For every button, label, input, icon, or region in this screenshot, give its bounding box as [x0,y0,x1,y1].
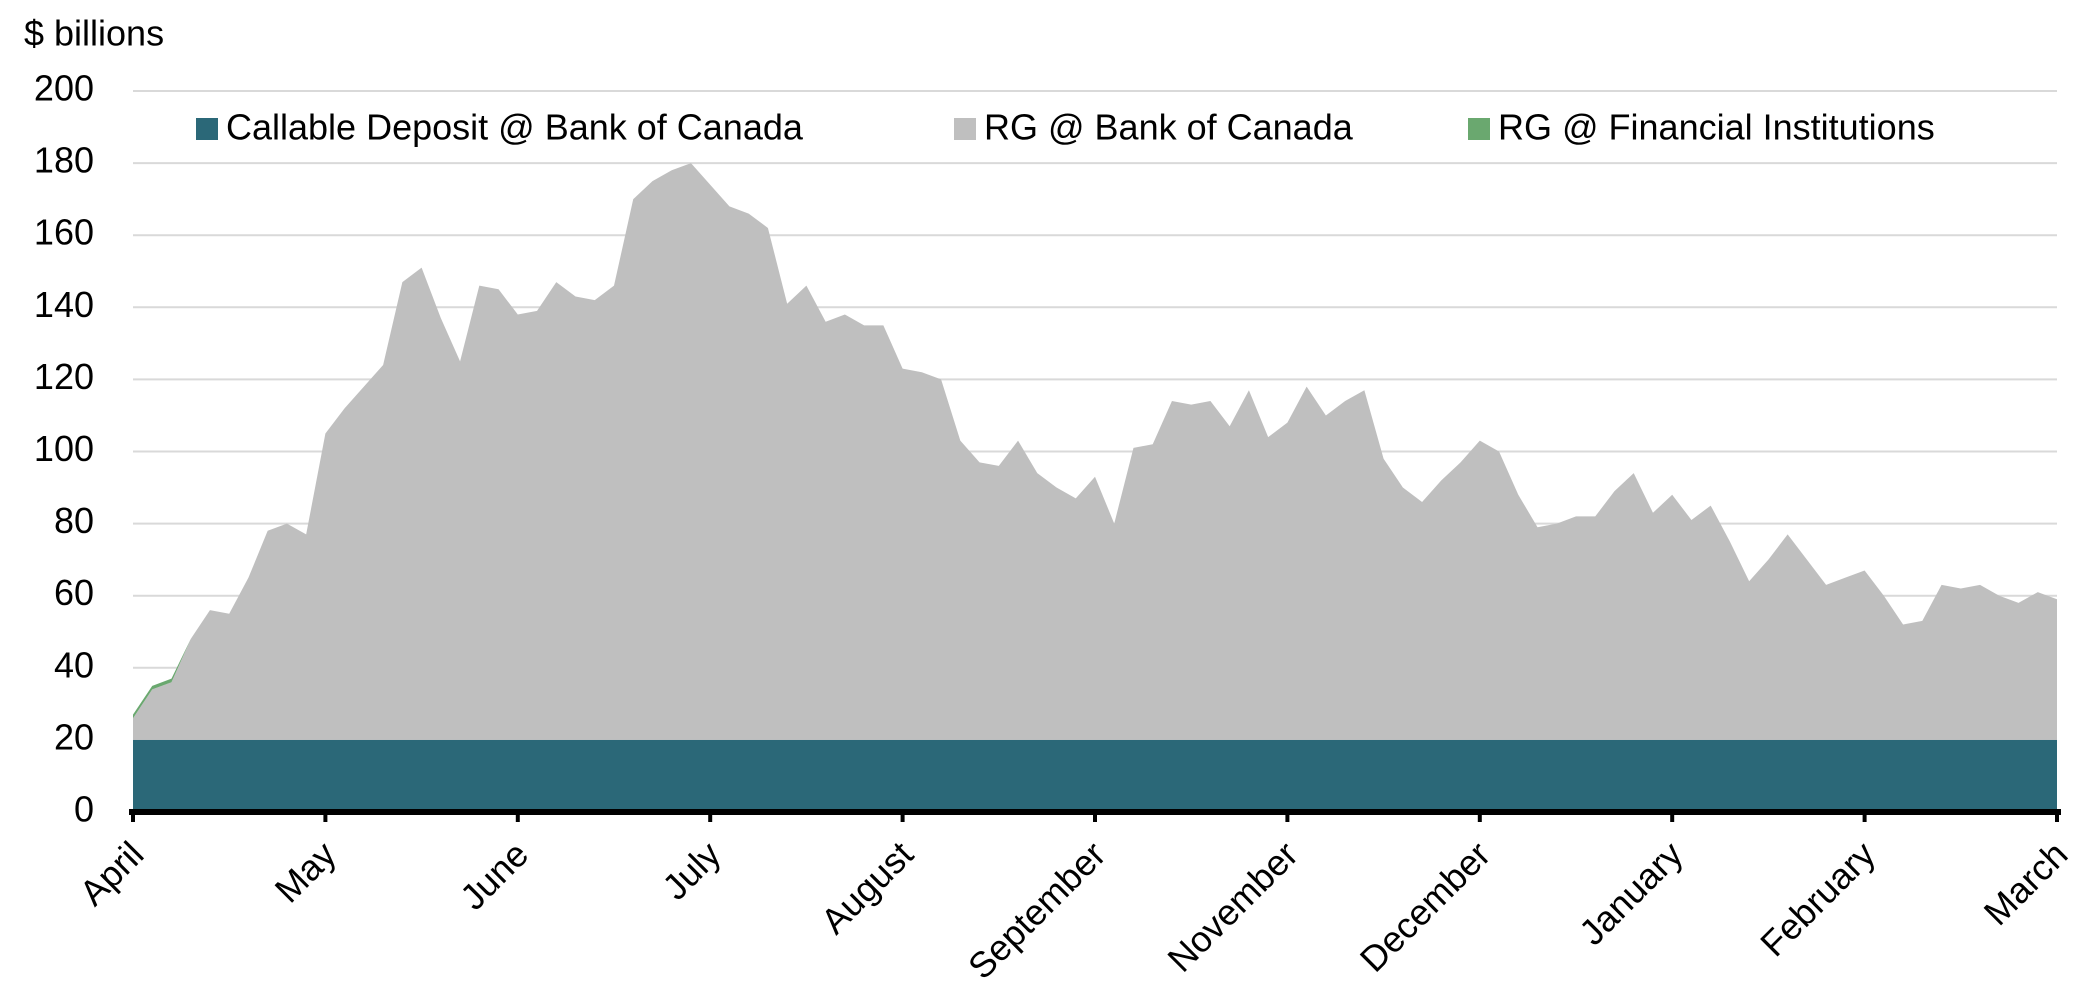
y-tick-label: 0 [74,789,94,830]
y-tick-label: 160 [34,212,94,253]
legend-swatch [1468,118,1490,140]
x-tick-label: August [813,833,921,941]
y-tick-label: 60 [54,572,94,613]
y-tick-label: 100 [34,428,94,469]
y-tick-label: 80 [54,500,94,541]
x-tick-label: November [1159,833,1305,979]
x-tick-label: December [1352,833,1498,979]
y-axis-label: $ billions [24,13,164,54]
area [133,739,2057,812]
y-tick-label: 120 [34,356,94,397]
y-tick-label: 40 [54,644,94,685]
x-tick-label: March [1976,833,2076,933]
y-tick-label: 180 [34,140,94,181]
legend-label: RG @ Financial Institutions [1498,107,1935,148]
x-tick-label: January [1571,833,1691,953]
y-tick-label: 20 [54,716,94,757]
x-tick-label: June [452,833,536,917]
x-tick-label: July [654,833,728,907]
x-tick-label: April [71,833,151,913]
legend-label: RG @ Bank of Canada [984,107,1354,148]
x-tick-label: February [1752,833,1883,964]
x-tick-label: September [960,833,1114,987]
y-tick-label: 200 [34,68,94,109]
y-tick-label: 140 [34,284,94,325]
legend-swatch [196,118,218,140]
legend-label: Callable Deposit @ Bank of Canada [226,107,804,148]
legend-swatch [954,118,976,140]
x-tick-label: May [267,833,344,910]
area [133,163,2057,740]
